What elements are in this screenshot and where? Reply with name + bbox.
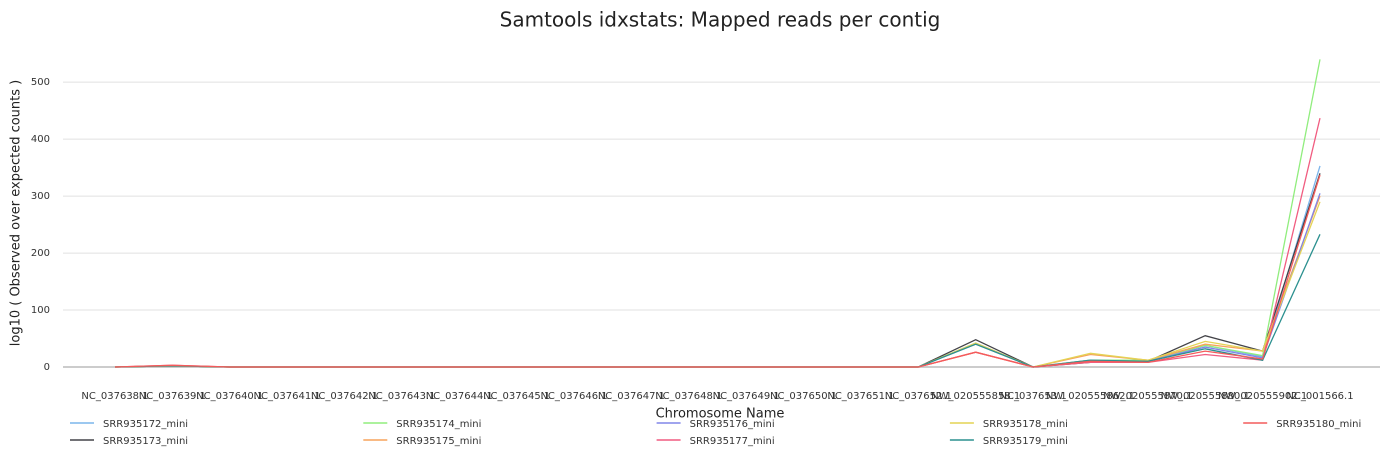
x-tick-label: NC_037649.1 (713, 391, 780, 402)
x-tick-label: NW_020555870.1 (1103, 391, 1192, 402)
x-tick-label: NC_037647.1 (598, 391, 665, 402)
series-line (114, 117, 1321, 368)
legend-label: SRR935179_mini (983, 436, 1068, 447)
legend-label: SRR935178_mini (983, 419, 1068, 430)
x-tick-label: NW_020555902.1 (1218, 391, 1307, 402)
legend-label: SRR935175_mini (396, 436, 481, 447)
x-tick-label: NC_037645.1 (483, 391, 550, 402)
y-tick-label: 500 (31, 77, 50, 88)
series-line (114, 195, 1321, 368)
legend-label: SRR935180_mini (1276, 419, 1361, 430)
y-axis-title: log10 ( Observed over expected counts ) (9, 80, 24, 347)
series-line (114, 234, 1321, 368)
legend-label: SRR935174_mini (396, 419, 481, 430)
x-tick-label: NC_001566.1 (1286, 391, 1353, 402)
x-tick-label: NC_037653.1 (1000, 391, 1067, 402)
y-tick-label: 0 (44, 362, 50, 373)
x-tick-label: NC_037652.1 (885, 391, 952, 402)
legend-label: SRR935173_mini (103, 436, 188, 447)
x-tick-label: NW_020555862.1 (1046, 391, 1135, 402)
x-tick-label: NC_037638.1 (81, 391, 148, 402)
x-tick-label: NC_037651.1 (827, 391, 894, 402)
y-tick-label: 200 (31, 248, 50, 259)
x-tick-label: NC_037646.1 (540, 391, 607, 402)
series-line (114, 59, 1321, 368)
x-tick-label: NC_037642.1 (311, 391, 378, 402)
series-line (114, 193, 1321, 368)
x-tick-label: NC_037648.1 (655, 391, 722, 402)
series-line (114, 174, 1321, 368)
x-tick-label: NC_037639.1 (139, 391, 206, 402)
x-axis-title: Chromosome Name (656, 407, 785, 422)
x-tick-label: NC_037643.1 (368, 391, 435, 402)
x-tick-label: NC_037641.1 (254, 391, 321, 402)
x-tick-label: NC_037640.1 (196, 391, 263, 402)
x-tick-label: NW_020555858.1 (931, 391, 1020, 402)
x-tick-label: NC_037650.1 (770, 391, 837, 402)
x-tick-label: NC_037644.1 (426, 391, 493, 402)
chart-title: Samtools idxstats: Mapped reads per cont… (500, 8, 941, 32)
y-tick-label: 400 (31, 134, 50, 145)
legend-label: SRR935176_mini (690, 419, 775, 430)
y-tick-label: 100 (31, 305, 50, 316)
x-tick-label: NW_020555880.1 (1161, 391, 1250, 402)
legend-label: SRR935177_mini (690, 436, 775, 447)
series-line (114, 173, 1321, 368)
series-line (114, 201, 1321, 368)
y-tick-label: 300 (31, 191, 50, 202)
legend-label: SRR935172_mini (103, 419, 188, 430)
